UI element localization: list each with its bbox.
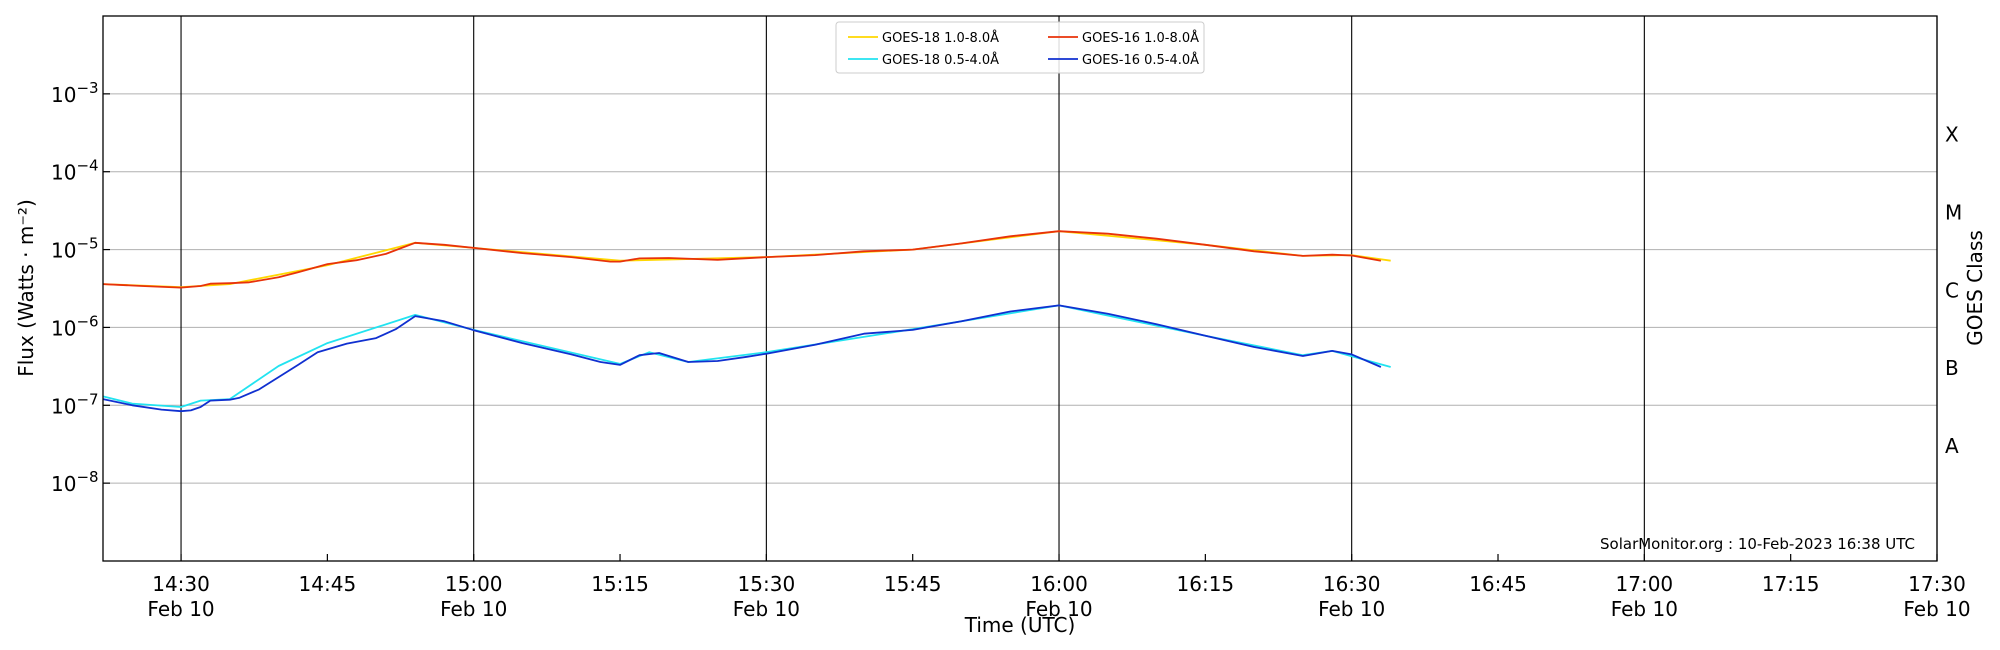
x-tick-date-label: Feb 10	[1025, 597, 1092, 621]
goes-class-label: X	[1945, 123, 1959, 147]
x-tick-label: 15:45	[884, 572, 942, 596]
x-tick-date-label: Feb 10	[733, 597, 800, 621]
series-lines	[102, 230, 1391, 413]
series-line	[102, 230, 1382, 289]
x-tick-label: 15:15	[591, 572, 649, 596]
x-tick-label: 14:45	[299, 572, 357, 596]
credit-text: SolarMonitor.org : 10-Feb-2023 16:38 UTC	[1600, 535, 1915, 553]
y-tick-label: 10−4	[51, 157, 99, 185]
x-tick-label: 16:30	[1323, 572, 1381, 596]
x-tick-date-label: Feb 10	[1903, 597, 1970, 621]
x-tick-label: 16:45	[1469, 572, 1527, 596]
y-tick-label: 10−6	[51, 312, 99, 340]
x-tick-label: 17:15	[1762, 572, 1820, 596]
x-tick-label: 17:30	[1908, 572, 1966, 596]
y-tick-label: 10−3	[51, 79, 99, 107]
x-tick-date-label: Feb 10	[147, 597, 214, 621]
legend: GOES-18 1.0-8.0Å GOES-18 0.5-4.0Å GOES-16 …	[835, 21, 1205, 74]
x-tick-date-label: Feb 10	[1611, 597, 1678, 621]
x-tick-date-label: Feb 10	[440, 597, 507, 621]
legend-label: GOES-16 1.0-8.0Å	[1082, 30, 1199, 46]
y-tick-label: 10−5	[51, 235, 99, 263]
x-tick-label: 17:00	[1616, 572, 1674, 596]
plot-frame	[102, 15, 1938, 562]
goes-class-label: A	[1945, 434, 1959, 458]
x-tick-date-label: Feb 10	[1318, 597, 1385, 621]
y-tick-label: 10−8	[51, 468, 99, 496]
legend-label: GOES-16 0.5-4.0Å	[1082, 52, 1199, 68]
x-tick-label: 15:00	[445, 572, 503, 596]
series-line	[102, 304, 1382, 413]
y2-axis-title: GOES Class	[1963, 230, 1987, 346]
horizontal-gridlines	[103, 93, 1937, 484]
vertical-gridlines	[180, 16, 1938, 561]
y-ticks: 10−8 10−7 10−6 10−5 10−4 10−3	[51, 79, 110, 496]
x-axis-title: Time (UTC)	[964, 613, 1076, 637]
goes-class-label: B	[1945, 356, 1959, 380]
goes-class-labels: A B C M X	[1945, 123, 1962, 458]
x-tick-label: 14:30	[152, 572, 210, 596]
legend-box	[835, 21, 1205, 74]
y-tick-label: 10−7	[51, 390, 99, 418]
goes-class-label: M	[1945, 200, 1962, 224]
y-axis-title: Flux (Watts · m⁻²)	[14, 199, 38, 377]
goes-class-label: C	[1945, 278, 1959, 302]
legend-label: GOES-18 0.5-4.0Å	[882, 52, 999, 68]
legend-items: GOES-18 1.0-8.0Å GOES-18 0.5-4.0Å GOES-16 …	[848, 30, 1199, 68]
legend-label: GOES-18 1.0-8.0Å	[882, 30, 999, 46]
x-tick-label: 16:15	[1177, 572, 1235, 596]
x-tick-label: 16:00	[1030, 572, 1088, 596]
x-tick-label: 15:30	[738, 572, 796, 596]
